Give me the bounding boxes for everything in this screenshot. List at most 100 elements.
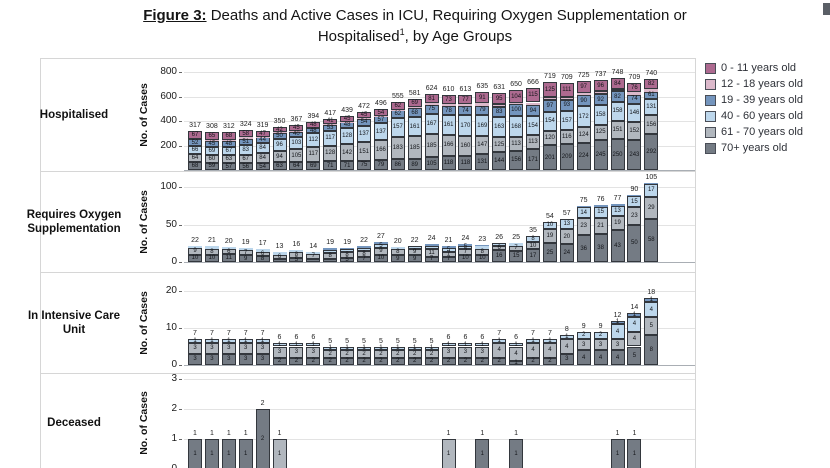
bar-segment-g61 [390,137,405,160]
bar-segment-g40 [221,147,236,156]
bar-segment-g61 [188,342,202,354]
bar-segment-label: 224 [578,153,589,160]
bar-segment-g0 [255,130,270,137]
bar-segment-g70 [204,254,219,262]
bar-segment-label: 4 [497,347,501,354]
bar-segment-label: 1 [345,345,349,352]
bar-segment-g70 [475,357,490,365]
bar-segment-g70 [644,218,659,262]
bar-segment-g70 [272,357,287,365]
bar-segment-label: 2 [413,358,417,365]
y-tick-mark [179,379,182,380]
bar-segment-label: 9 [244,255,248,262]
bar-segment-g12 [221,140,236,142]
bar-segment-g40 [542,111,557,131]
bar-segment-label: 1 [227,337,231,344]
bar-segment-label: 93 [563,102,571,109]
bar-segment-label: 9 [193,248,197,255]
bar-segment-g19 [627,194,642,196]
bar-total-label: 7 [260,330,265,338]
x-axis-baseline [184,170,695,171]
bar-segment-g40 [373,346,388,351]
bar-segment-g12 [610,88,625,92]
bar-segment-g19 [610,320,625,325]
bar-segment-label: 167 [426,121,437,128]
y-tick-label: 600 [160,90,177,102]
bar-segment-g70 [238,439,253,468]
bar-segment-label: 1 [260,337,265,344]
bar-segment-label: 51 [242,138,250,145]
bar-segment-g40 [526,339,540,343]
bar-segment-g12 [526,102,540,105]
bar-segment-g61 [373,350,388,358]
bar-segment-g70 [238,163,253,170]
bar-total-label: 740 [645,70,658,78]
bar-segment-g61 [272,439,287,468]
bar-segment-label: 1 [413,345,417,352]
bar-segment-g61 [441,439,456,468]
bar-segment-label: 79 [377,162,385,169]
bar-segment-g61 [644,196,659,219]
bar-segment-label: 118 [443,159,454,166]
bar-segment-label: 137 [375,128,386,135]
bar-segment-g19 [627,313,642,317]
row-label-deceased: Deceased [47,416,101,429]
bar-segment-label: 67 [191,132,199,139]
bar-segment-g0 [306,121,321,128]
bar-segment-g19 [272,132,287,139]
bar-segment-g61 [627,121,642,141]
y-axis-ticks: 0 50 100 [155,172,182,272]
bar-segment-g40 [509,116,524,138]
y-tick-mark [179,328,182,329]
y-tick-label: 3 [171,373,177,384]
legend-label-g40: 40 - 60 years old [721,110,803,122]
bar-segment-g12 [644,89,659,92]
bar-total-label: 20 [393,238,402,245]
bar-total-label: 7 [497,330,502,338]
bar-segment-g70 [390,357,405,365]
bar-segment-g70 [610,229,625,262]
bar-segment-g61 [593,339,608,351]
bar-segment-g61 [373,247,388,255]
bar-segment-label: 69 [309,162,317,169]
bar-segment-g61 [407,248,422,256]
bar-segment-label: 84 [259,144,266,151]
bar-segment-label: 4 [514,350,518,357]
bar-segment-g61 [644,316,659,336]
bar-segment-label: 71 [326,162,334,169]
grid-line [184,145,695,147]
bar-segment-g40 [340,128,355,144]
bar-segment-g40 [289,342,304,347]
bar-segment-g40 [357,346,371,351]
bar-segment-g12 [238,137,253,139]
legend-swatch-g40 [705,110,716,122]
bar-total-label: 6 [463,333,468,341]
bar-segment-label: 3 [227,356,231,363]
bar-segment-g70 [576,235,591,262]
bar-segment-g70 [593,350,608,365]
bar-segment-g19 [576,95,591,107]
figure-title-line2-post: , by Age Groups [404,28,513,46]
bar-segment-label: 1 [193,451,197,457]
bar-total-label: 35 [529,226,537,234]
bar-segment-label: 169 [477,122,488,129]
bar-total-label: 6 [446,333,451,341]
bar-segment-g70 [627,224,642,262]
bar-segment-g40 [475,115,490,136]
bar-segment-g70 [289,162,304,170]
bar-segment-label: 1 [277,451,282,457]
legend-label-g70: 70+ years old [721,142,788,154]
bar-segment-g70 [593,139,608,170]
bar-segment-g61 [407,350,422,358]
bar-segment-g40 [221,339,236,343]
bar-segment-label: 2 [345,358,349,365]
bar-total-label: 581 [408,89,421,97]
bar-segment-label: 5 [379,242,383,249]
bar-segment-label: 3 [463,349,468,356]
bar-segment-label: 84 [614,80,621,87]
y-tick-mark [179,409,182,410]
bar-segment-g70 [509,250,524,262]
bar-segment-label: 2 [531,358,535,365]
bar-segment-label: 7 [429,256,434,263]
bar-segment-g61 [272,150,287,163]
